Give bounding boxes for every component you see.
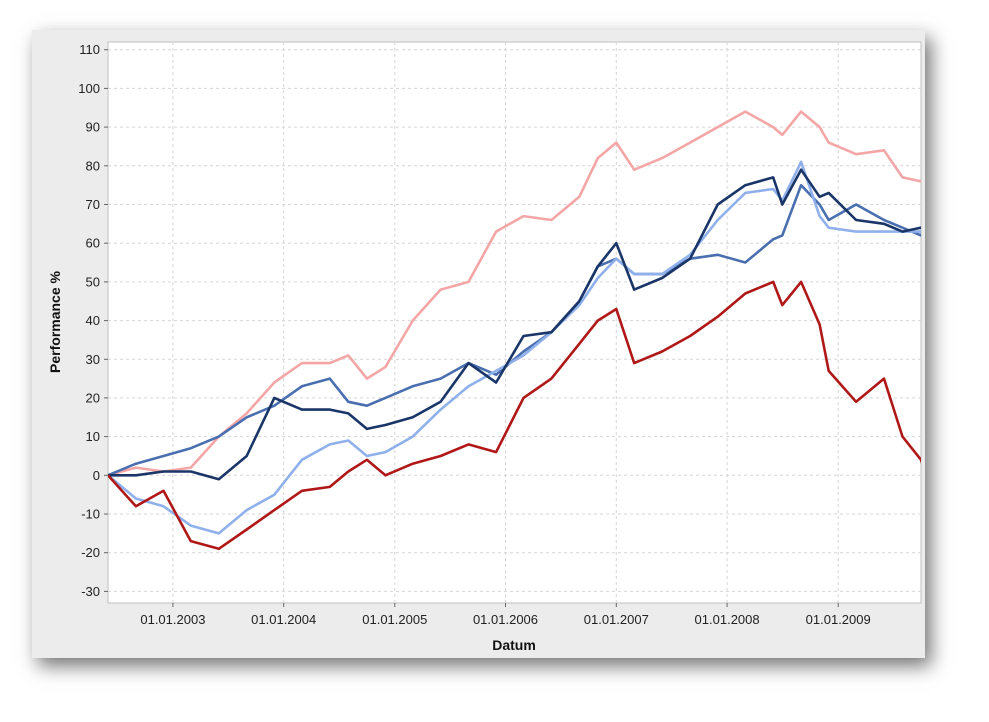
x-tick-label: 01.01.2003 — [140, 612, 205, 627]
y-tick-label: 80 — [86, 158, 100, 173]
y-tick-label: 90 — [86, 120, 100, 135]
y-tick-label: 50 — [86, 274, 100, 289]
x-tick-label: 01.01.2004 — [251, 612, 316, 627]
x-axis-ticks: 01.01.2003 01.01.2004 01.01.2005 01.01.2006… — [140, 603, 871, 627]
x-tick-label: 01.01.2005 — [362, 612, 427, 627]
series-line-1 — [108, 110, 921, 477]
y-tick-label: 30 — [86, 352, 100, 367]
y-tick-label: -10 — [81, 507, 100, 522]
x-tick-label: 01.01.2006 — [473, 612, 538, 627]
x-tick-label: 01.01.2008 — [695, 612, 760, 627]
y-tick-label: -20 — [81, 545, 100, 560]
y-tick-label: 70 — [86, 197, 100, 212]
y-tick-label: 0 — [93, 468, 100, 483]
series-line-4 — [108, 168, 921, 481]
y-tick-label: -30 — [81, 584, 100, 599]
series-line-2 — [108, 183, 921, 477]
y-axis-title: Performance % — [47, 270, 63, 372]
plot-area — [107, 41, 922, 604]
series-line-5 — [108, 280, 921, 551]
x-tick-label: 01.01.2007 — [584, 612, 649, 627]
chart-frame: 110 100 90 80 70 60 50 40 30 20 10 0 -10 -20 -30 01.01… — [32, 30, 925, 658]
y-tick-label: 10 — [86, 429, 100, 444]
x-tick-label: 01.01.2009 — [806, 612, 871, 627]
series-line-3 — [108, 160, 921, 535]
y-tick-label: 20 — [86, 390, 100, 405]
x-axis-title: Datum — [492, 637, 536, 653]
y-tick-label: 60 — [86, 236, 100, 251]
y-tick-label: 110 — [79, 42, 100, 57]
series-group — [108, 110, 921, 551]
y-tick-label: 100 — [78, 81, 100, 96]
y-tick-label: 40 — [86, 313, 100, 328]
